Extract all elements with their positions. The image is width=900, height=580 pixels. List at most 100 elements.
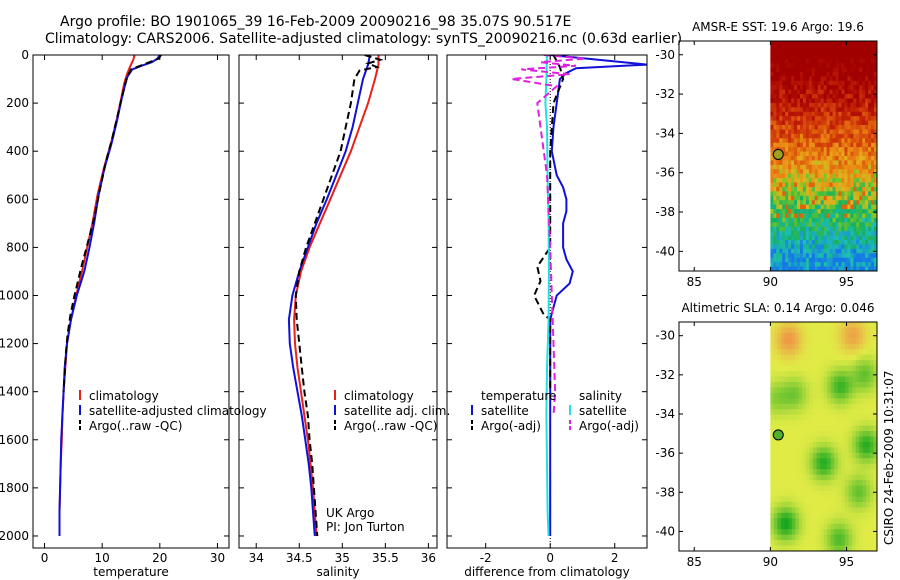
map-cell (859, 441, 864, 448)
map-cell (847, 266, 851, 271)
map-cell (862, 49, 866, 55)
legend-label: satellite adj. clim. (344, 404, 450, 418)
map-cell (782, 244, 786, 250)
map-cell (802, 257, 807, 263)
map-cell (820, 222, 825, 228)
map-cell (829, 54, 834, 60)
map-cell (782, 125, 786, 130)
map-cell (770, 425, 775, 432)
map-cell (855, 441, 860, 448)
map-cell (791, 173, 795, 179)
map-cell (859, 217, 863, 223)
map-cell (866, 485, 871, 492)
map-cell (817, 71, 822, 77)
map-cell (813, 381, 818, 388)
map-cell (785, 94, 789, 99)
map-cell (779, 257, 783, 263)
map-cell (830, 360, 835, 367)
map-cell (866, 441, 871, 448)
map-cell (809, 501, 814, 508)
map-cell (794, 80, 798, 86)
map-cell (809, 469, 814, 476)
map-cell (776, 71, 780, 77)
map-cell (798, 463, 803, 470)
map-cell (788, 518, 793, 525)
map-cell (871, 257, 875, 263)
map-cell (832, 129, 837, 135)
map-cell (829, 164, 834, 170)
map-cell (816, 480, 821, 487)
map-cell (865, 120, 869, 126)
map-cell (776, 76, 780, 82)
map-cell (859, 507, 864, 514)
map-cell (773, 244, 777, 250)
map-cell (841, 45, 845, 51)
map-cell (811, 54, 816, 60)
map-cell (856, 142, 860, 148)
map-cell (802, 491, 807, 497)
map-cell (816, 485, 821, 492)
map-cell (820, 89, 825, 95)
map-cell (820, 512, 825, 519)
map-cell (773, 217, 777, 223)
map-cell (820, 107, 825, 113)
map-cell (859, 398, 864, 405)
y-tick-label: 0 (21, 48, 29, 62)
map-cell (782, 235, 786, 241)
map-cell (853, 257, 857, 263)
map-cell (853, 58, 857, 64)
map-cell (848, 381, 853, 388)
map-cell (871, 107, 875, 113)
map-cell (826, 235, 831, 241)
map-cell (808, 182, 813, 188)
map-cell (834, 436, 839, 443)
map-cell (859, 45, 863, 51)
map-cell (838, 80, 842, 86)
map-cell (773, 392, 778, 399)
map-cell (835, 45, 839, 51)
map-cell (871, 178, 875, 184)
map-cell (823, 452, 828, 459)
map-cell (813, 523, 818, 530)
map-cell (779, 116, 783, 122)
map-cell (829, 111, 834, 117)
map-cell (844, 200, 848, 206)
map-cell (838, 58, 842, 64)
map-cell (827, 485, 832, 492)
legend-label: Argo(-adj) (481, 419, 541, 433)
map-cell (847, 49, 851, 55)
map-cell (811, 133, 816, 139)
map-cell (832, 89, 837, 95)
map-cell (788, 414, 793, 421)
map-cell (788, 125, 792, 130)
map-cell (794, 191, 798, 197)
map-cell (844, 120, 848, 126)
map-cell (788, 392, 793, 399)
difference-temperature-argo-adj-line (532, 55, 565, 392)
map-cell (844, 240, 848, 245)
legend-label: climatology (344, 389, 414, 403)
map-cell (791, 398, 796, 405)
map-cell (805, 169, 810, 175)
map-cell (808, 164, 813, 170)
map-cell (838, 195, 842, 201)
map-cell (784, 512, 789, 519)
map-cell (859, 209, 863, 214)
map-cell (827, 398, 832, 405)
map-cell (829, 226, 834, 232)
map-cell (773, 76, 777, 82)
map-cell (811, 142, 816, 148)
map-cell (805, 120, 810, 126)
map-cell (784, 349, 789, 356)
map-cell (826, 156, 831, 161)
map-cell (798, 327, 803, 334)
map-cell (770, 45, 774, 51)
map-cell (782, 191, 786, 197)
map-cell (820, 332, 825, 339)
map-cell (874, 102, 877, 108)
map-cell (823, 98, 828, 104)
y-tick-label: -38 (655, 205, 675, 219)
map-cell (871, 102, 875, 108)
map-cell (862, 480, 867, 487)
map-cell (823, 458, 828, 465)
